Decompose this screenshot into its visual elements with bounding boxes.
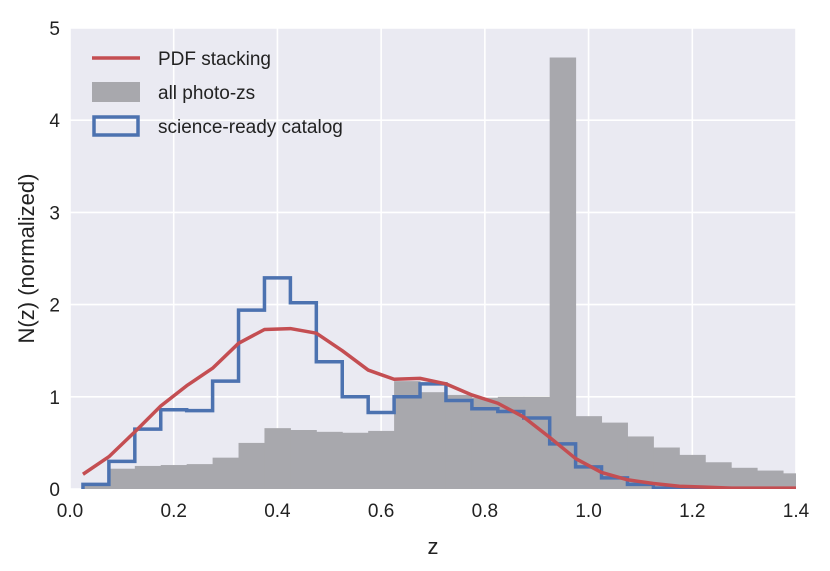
bar-all-photo-zs [471, 397, 499, 489]
bar-all-photo-zs [705, 462, 732, 489]
all-photo-zs-bars [82, 57, 796, 489]
bar-all-photo-zs [160, 465, 188, 489]
line-pdf-stacking [81, 326, 796, 489]
x-tick-label: 1.4 [783, 501, 810, 522]
bar-all-photo-zs [575, 416, 603, 489]
legend-label-pdf-stacking: PDF stacking [158, 49, 271, 70]
bar-all-photo-zs [316, 431, 343, 489]
bar-all-photo-zs [108, 468, 136, 489]
bar-all-photo-zs [264, 428, 291, 489]
y-axis-label: N(z) (normalized) [14, 174, 39, 344]
x-tick-label: 0.4 [264, 501, 291, 522]
y-tick-label: 0 [49, 480, 60, 501]
y-tick-label: 3 [49, 203, 60, 224]
x-tick-label: 1.2 [679, 501, 705, 522]
y-tick-label: 1 [49, 388, 60, 409]
bar-all-photo-zs [342, 432, 369, 489]
bar-all-photo-zs [82, 484, 110, 489]
legend-label-science-ready-catalog: science-ready catalog [158, 117, 343, 138]
legend-label-all-photo-zs: all photo-zs [158, 83, 255, 104]
legend-swatch-all-photo-zs [92, 82, 140, 102]
y-tick-labels: 0 1 2 3 4 5 [49, 19, 60, 501]
x-axis-label: z [428, 534, 439, 559]
bar-all-photo-zs [238, 442, 265, 489]
y-tick-label: 4 [49, 111, 60, 132]
bar-all-photo-zs [212, 457, 240, 489]
bar-all-photo-zs [186, 464, 214, 489]
pdf-stacking-line-series [81, 326, 796, 489]
bar-all-photo-zs [783, 473, 796, 489]
step-science-ready-catalog [81, 276, 796, 489]
bar-all-photo-zs [653, 447, 680, 489]
bar-all-photo-zs [523, 396, 551, 489]
bar-all-photo-zs [394, 381, 421, 489]
bar-all-photo-zs [445, 394, 473, 489]
x-tick-label: 0.0 [57, 501, 83, 522]
bar-all-photo-zs [679, 454, 706, 489]
bar-all-photo-zs [290, 429, 317, 489]
bar-all-photo-zs [368, 430, 395, 489]
bar-all-photo-zs [420, 392, 447, 489]
y-tick-label: 2 [49, 296, 60, 317]
bar-all-photo-zs [731, 467, 758, 489]
y-tick-label: 5 [49, 19, 60, 40]
x-tick-label: 0.8 [472, 501, 498, 522]
x-tick-label: 0.6 [368, 501, 394, 522]
legend-swatch-science-ready-catalog [92, 115, 140, 137]
bar-all-photo-zs [757, 470, 784, 489]
bar-all-photo-zs [134, 465, 162, 489]
x-tick-labels: 0.0 0.2 0.4 0.6 0.8 1.0 1.2 1.4 [57, 501, 810, 522]
science-ready-step-series [81, 276, 796, 489]
x-tick-label: 1.0 [575, 501, 601, 522]
bar-all-photo-zs [549, 57, 577, 489]
legend: PDF stacking all photo-zs science-ready … [92, 49, 343, 138]
x-tick-label: 0.2 [161, 501, 187, 522]
